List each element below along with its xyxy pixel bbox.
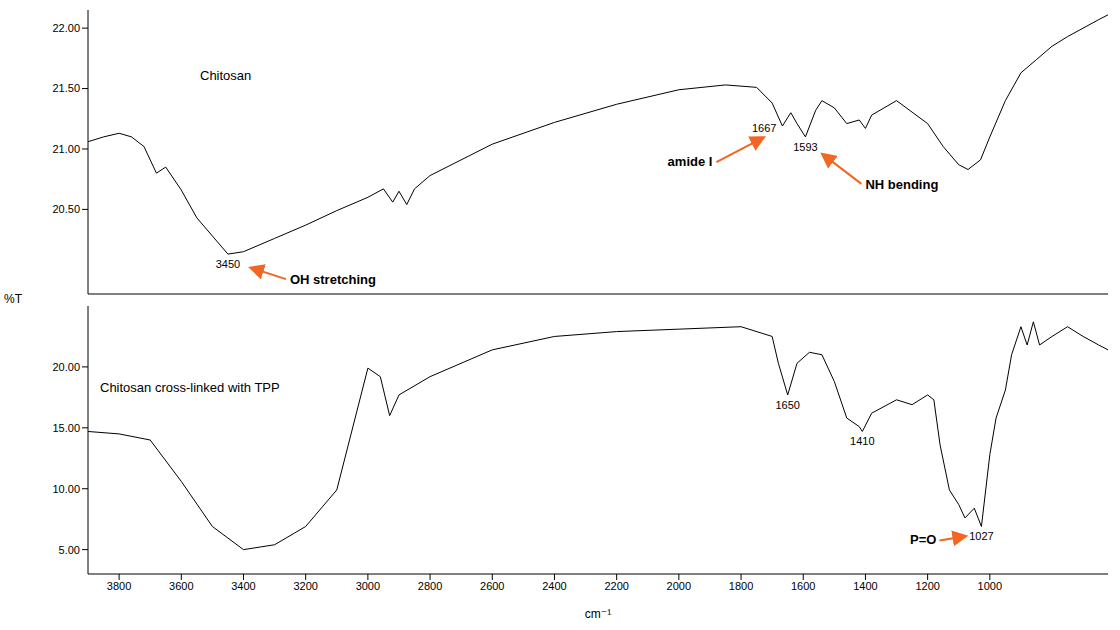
svg-text:1667: 1667 [752, 122, 776, 134]
svg-text:20.00: 20.00 [52, 361, 80, 373]
svg-text:1400: 1400 [853, 580, 877, 592]
svg-text:22.00: 22.00 [52, 22, 80, 34]
svg-text:3450: 3450 [216, 258, 240, 270]
svg-text:3800: 3800 [107, 580, 131, 592]
svg-text:3200: 3200 [293, 580, 317, 592]
svg-text:21.50: 21.50 [52, 82, 80, 94]
svg-text:1200: 1200 [915, 580, 939, 592]
svg-text:15.00: 15.00 [52, 422, 80, 434]
svg-text:2800: 2800 [418, 580, 442, 592]
html-text:%T: %T [4, 292, 22, 306]
svg-text:3600: 3600 [169, 580, 193, 592]
svg-text:21.00: 21.00 [52, 143, 80, 155]
svg-text:2600: 2600 [480, 580, 504, 592]
svg-text:1410: 1410 [850, 435, 874, 447]
svg-text:P=O: P=O [910, 532, 936, 547]
svg-text:1650: 1650 [775, 399, 799, 411]
svg-text:1027: 1027 [969, 530, 993, 542]
html-text:Chitosan: Chitosan [200, 68, 252, 83]
svg-text:5.00: 5.00 [59, 544, 80, 556]
svg-text:NH bending: NH bending [865, 177, 938, 192]
svg-text:2200: 2200 [604, 580, 628, 592]
svg-text:1000: 1000 [978, 580, 1002, 592]
html-text:Chitosan cross-linked with TPP: Chitosan cross-linked with TPP [100, 380, 280, 395]
svg-text:1593: 1593 [793, 141, 817, 153]
svg-text:1600: 1600 [791, 580, 815, 592]
svg-text:3400: 3400 [231, 580, 255, 592]
svg-text:cm⁻¹: cm⁻¹ [585, 607, 611, 621]
svg-text:10.00: 10.00 [52, 483, 80, 495]
svg-text:20.50: 20.50 [52, 203, 80, 215]
svg-text:amide I: amide I [668, 154, 713, 169]
svg-text:2400: 2400 [542, 580, 566, 592]
svg-text:3000: 3000 [356, 580, 380, 592]
svg-text:1800: 1800 [729, 580, 753, 592]
svg-text:2000: 2000 [667, 580, 691, 592]
svg-text:OH stretching: OH stretching [290, 272, 376, 287]
